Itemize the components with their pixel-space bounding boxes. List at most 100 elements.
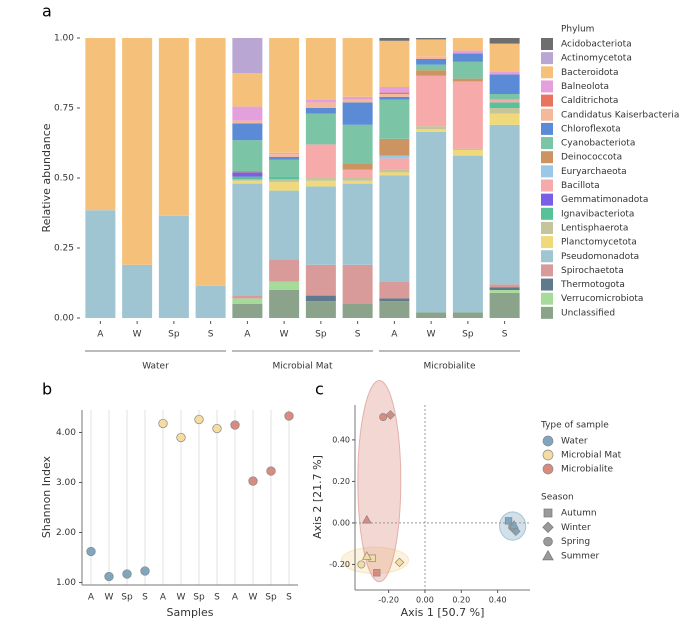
x-tick-label: S bbox=[502, 330, 508, 340]
legend-title: Season bbox=[541, 493, 574, 503]
legend-label: Balneolota bbox=[561, 82, 609, 92]
legend-label: Acidobacteriota bbox=[561, 40, 632, 50]
legend-label: Bacillota bbox=[561, 181, 600, 191]
y-tick-label: 0.50 bbox=[54, 174, 74, 184]
bar-segment bbox=[342, 169, 373, 178]
x-tick-label: W bbox=[105, 593, 114, 603]
bar-segment bbox=[269, 281, 300, 290]
bar-segment bbox=[452, 155, 483, 313]
legend-swatch bbox=[541, 250, 553, 263]
bar-segment bbox=[305, 102, 336, 108]
bar-segment bbox=[305, 186, 336, 265]
legend-swatch bbox=[541, 193, 553, 206]
bar-segment bbox=[416, 56, 447, 59]
y-tick-label: 0.75 bbox=[54, 104, 74, 114]
x-tick-label: 0.00 bbox=[416, 596, 434, 605]
bar-segment bbox=[416, 39, 447, 57]
y-tick-label: 0.25 bbox=[54, 244, 74, 254]
legend-swatch bbox=[541, 207, 553, 220]
bar-segment bbox=[305, 295, 336, 302]
y-tick-label: 0.40 bbox=[332, 435, 350, 444]
legend-label: Gemmatimonadota bbox=[561, 195, 648, 205]
bar-segment bbox=[269, 190, 300, 260]
y-tick-label: 0.00 bbox=[54, 314, 74, 324]
x-tick-label: S bbox=[208, 330, 214, 340]
point bbox=[504, 517, 513, 525]
bar-segment bbox=[489, 43, 520, 72]
legend-label: Winter bbox=[561, 523, 591, 533]
bar-segment bbox=[305, 264, 336, 296]
bar-segment bbox=[342, 178, 373, 181]
bar-segment bbox=[232, 120, 263, 124]
bar-segment bbox=[342, 264, 373, 304]
legend-label: Cyanobacteriota bbox=[561, 139, 635, 149]
panel-letter: b bbox=[42, 380, 52, 399]
x-tick-label: Sp bbox=[462, 330, 474, 340]
legend-marker bbox=[542, 549, 554, 561]
bar-segment bbox=[269, 152, 300, 155]
legend-swatch bbox=[542, 449, 554, 461]
bar-segment bbox=[232, 180, 263, 184]
bar-segment bbox=[269, 159, 300, 177]
x-tick-label: 0.20 bbox=[452, 596, 470, 605]
legend-swatch bbox=[541, 165, 553, 178]
x-tick-label: 0.40 bbox=[489, 596, 507, 605]
bar-segment bbox=[85, 38, 116, 211]
legend-label: Actinomycetota bbox=[561, 54, 632, 64]
x-tick-label: W bbox=[133, 330, 142, 340]
bar-segment bbox=[305, 38, 336, 100]
point bbox=[361, 514, 372, 524]
bar-segment bbox=[232, 73, 263, 107]
y-tick-label: 2.00 bbox=[56, 528, 76, 538]
bar-segment bbox=[416, 131, 447, 313]
group-label: Microbial Mat bbox=[272, 362, 333, 372]
x-tick-label: S bbox=[286, 593, 292, 603]
x-tick-label: W bbox=[280, 330, 289, 340]
y-tick-label: -0.20 bbox=[329, 560, 350, 569]
bar-segment bbox=[379, 175, 410, 282]
bar-segment bbox=[232, 183, 263, 296]
bar-segment bbox=[379, 138, 410, 156]
point bbox=[248, 476, 258, 486]
point bbox=[104, 571, 114, 582]
legend-swatch bbox=[541, 292, 553, 305]
legend-marker bbox=[542, 521, 554, 533]
bar-segment bbox=[232, 176, 263, 180]
point bbox=[373, 569, 381, 577]
bar-segment bbox=[158, 38, 189, 216]
bar-segment bbox=[416, 64, 447, 71]
legend-label: Lentisphaerota bbox=[561, 223, 628, 233]
x-tick-label: A bbox=[160, 593, 167, 603]
legend-label: Candidatus Kaiserbacteria bbox=[561, 110, 679, 120]
legend-marker bbox=[543, 508, 553, 518]
bar-segment bbox=[489, 71, 520, 75]
x-tick-label: S bbox=[214, 593, 220, 603]
y-tick-label: 3.00 bbox=[56, 478, 76, 488]
point bbox=[379, 413, 388, 422]
bar-segment bbox=[158, 215, 189, 318]
legend-label: Unclassified bbox=[561, 308, 615, 318]
bar-segment bbox=[489, 99, 520, 103]
bar-segment bbox=[489, 38, 520, 44]
bar-segment bbox=[489, 287, 520, 290]
bar-segment bbox=[342, 164, 373, 170]
point bbox=[357, 560, 366, 569]
bar-segment bbox=[232, 179, 263, 181]
point bbox=[158, 418, 168, 429]
bar-segment bbox=[379, 40, 410, 87]
bar-segment bbox=[379, 155, 410, 159]
point bbox=[230, 420, 240, 430]
bar-segment bbox=[489, 284, 520, 288]
bar-segment bbox=[342, 96, 373, 100]
bar-segment bbox=[342, 38, 373, 97]
legend-swatch bbox=[541, 236, 553, 249]
y-tick-label: 4.00 bbox=[56, 428, 76, 438]
x-tick-label: Sp bbox=[121, 593, 133, 603]
bar-segment bbox=[489, 102, 520, 108]
group-label: Water bbox=[142, 362, 169, 372]
y-axis-label: Axis 2 [21.7 %] bbox=[311, 455, 324, 539]
legend-swatch bbox=[541, 151, 553, 164]
bar-segment bbox=[416, 70, 447, 76]
bar-segment bbox=[379, 281, 410, 299]
